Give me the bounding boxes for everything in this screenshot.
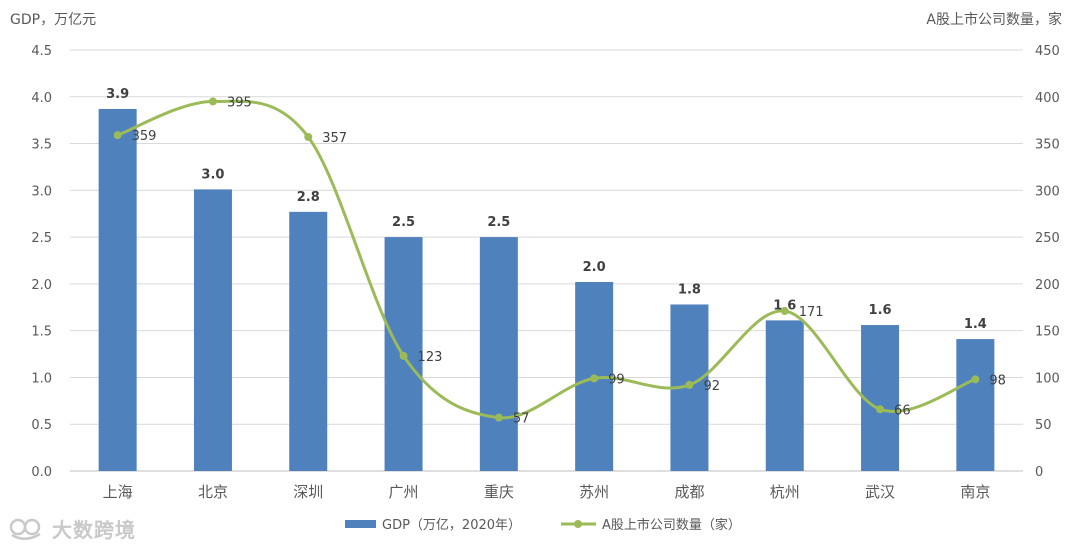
right-axis-tick-label: 350 [1035, 138, 1060, 153]
left-axis-tick-label: 0.0 [31, 465, 52, 480]
gdp-bar-value-label: 2.8 [297, 190, 320, 205]
gdp-bar-labels: 3.93.02.82.5 2.52.01.81.6 1.61.4 [106, 87, 987, 332]
listed-companies-point [494, 413, 503, 422]
right-axis-tick-label: 100 [1035, 371, 1060, 386]
left-axis-tick-label: 3.5 [31, 138, 52, 153]
listed-companies-value-label: 359 [132, 129, 157, 144]
listed-companies-point [304, 133, 313, 142]
right-axis-tick-label: 250 [1035, 231, 1060, 246]
x-axis-categories: 上海 北京 深圳 广州 重庆 苏州 成都 杭州 武汉 南京 [103, 483, 991, 501]
legend-line-marker [574, 520, 582, 528]
left-axis-tick-label: 4.0 [31, 91, 52, 106]
right-axis-tick-label: 0 [1035, 465, 1043, 480]
listed-companies-points [113, 97, 980, 422]
listed-companies-series-line [116, 99, 977, 420]
legend-gdp-swatch [345, 520, 376, 528]
listed-companies-value-label: 171 [799, 305, 824, 320]
listed-companies-point [590, 374, 599, 383]
watermark-text: 大数跨境 [52, 518, 136, 542]
left-axis-tick-label: 3.0 [31, 184, 52, 199]
right-axis-tick-label: 150 [1035, 325, 1060, 340]
gdp-bar [289, 211, 328, 471]
right-axis-tick-label: 300 [1035, 184, 1060, 199]
listed-companies-point [876, 405, 885, 414]
left-axis-tick-label: 2.5 [31, 231, 52, 246]
left-axis-tick-label: 0.5 [31, 418, 52, 433]
listed-companies-value-label: 92 [703, 379, 720, 394]
right-axis-tick-label: 400 [1035, 91, 1060, 106]
left-axis-ticks: 0.0 0.5 1.0 1.5 2.0 2.5 3.0 3.5 4.0 4.5 [31, 44, 52, 480]
x-axis-category-label: 南京 [960, 483, 990, 501]
listed-companies-value-label: 66 [894, 403, 911, 418]
gdp-bar [861, 325, 900, 471]
listed-companies-value-label: 57 [513, 412, 530, 427]
listed-companies-value-label: 98 [989, 373, 1006, 388]
listed-companies-value-label: 123 [418, 350, 443, 365]
gdp-bar-value-label: 2.5 [487, 215, 510, 230]
left-axis-tick-label: 1.5 [31, 325, 52, 340]
gdp-bar-value-label: 1.4 [964, 317, 987, 332]
x-axis-category-label: 深圳 [293, 483, 323, 501]
gdp-bar-value-label: 1.6 [869, 303, 892, 318]
x-axis-category-label: 北京 [198, 483, 228, 501]
gdp-bar-value-label: 1.8 [678, 282, 701, 297]
listed-companies-point [780, 307, 789, 316]
left-axis-tick-label: 4.5 [31, 44, 52, 59]
gdp-bar-value-label: 2.0 [583, 260, 606, 275]
listed-companies-labels: 359 395 357 123 57 99 92 171 66 98 [132, 95, 1006, 426]
gdp-bar [479, 237, 518, 471]
x-axis-category-label: 上海 [103, 483, 133, 501]
x-axis-category-label: 杭州 [770, 483, 800, 501]
x-axis-category-label: 重庆 [484, 483, 514, 501]
x-axis-category-label: 成都 [674, 483, 704, 501]
gdp-bar-value-label: 3.0 [201, 167, 224, 182]
listed-companies-value-label: 395 [227, 95, 252, 110]
watermark: 大数跨境 [8, 514, 136, 543]
legend-line-label: A股上市公司数量（家） [602, 517, 741, 533]
right-axis-tick-label: 450 [1035, 44, 1060, 59]
left-axis-unit-label: GDP，万亿元 [10, 12, 97, 28]
gdp-bar-value-label: 2.5 [392, 215, 415, 230]
listed-companies-point [685, 380, 694, 389]
gdp-bar-value-label: 3.9 [106, 87, 129, 102]
listed-companies-point [971, 375, 980, 384]
gdp-bar [98, 108, 137, 471]
right-axis-ticks: 0 50 100 150 200 250 300 350 400 450 [1035, 44, 1060, 480]
listed-companies-point [399, 351, 408, 360]
gdp-bar [765, 320, 804, 471]
listed-companies-value-label: 357 [322, 131, 347, 146]
left-axis-tick-label: 2.0 [31, 278, 52, 293]
right-axis-tick-label: 200 [1035, 278, 1060, 293]
gdp-bar [956, 339, 995, 471]
x-axis-category-label: 广州 [389, 483, 419, 501]
listed-companies-point [208, 97, 217, 106]
listed-companies-line [116, 99, 977, 420]
gdp-bars [98, 108, 995, 472]
listed-companies-value-label: 99 [608, 372, 625, 387]
listed-companies-point [113, 131, 122, 140]
right-axis-unit-label: A股上市公司数量，家 [926, 12, 1062, 28]
watermark-logo-icon [9, 518, 41, 540]
x-axis-category-label: 武汉 [865, 483, 895, 501]
x-axis-category-label: 苏州 [579, 483, 609, 501]
right-axis-tick-label: 50 [1035, 418, 1052, 433]
gdp-bar [193, 189, 232, 472]
legend: GDP（万亿，2020年） A股上市公司数量（家） [345, 517, 741, 533]
left-axis-tick-label: 1.0 [31, 371, 52, 386]
legend-gdp-label: GDP（万亿，2020年） [382, 518, 521, 533]
